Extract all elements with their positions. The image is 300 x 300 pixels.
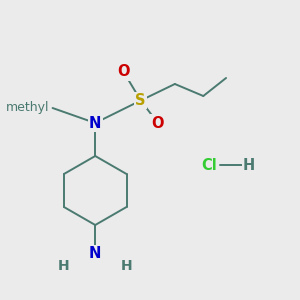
Text: O: O xyxy=(152,116,164,130)
Text: N: N xyxy=(89,246,101,261)
Text: methyl: methyl xyxy=(6,101,50,115)
Text: N: N xyxy=(89,116,101,130)
Text: H: H xyxy=(243,158,255,172)
Text: Cl: Cl xyxy=(201,158,217,172)
Text: H: H xyxy=(121,259,132,272)
Text: S: S xyxy=(136,93,146,108)
Text: O: O xyxy=(117,64,130,80)
Text: H: H xyxy=(58,259,70,272)
